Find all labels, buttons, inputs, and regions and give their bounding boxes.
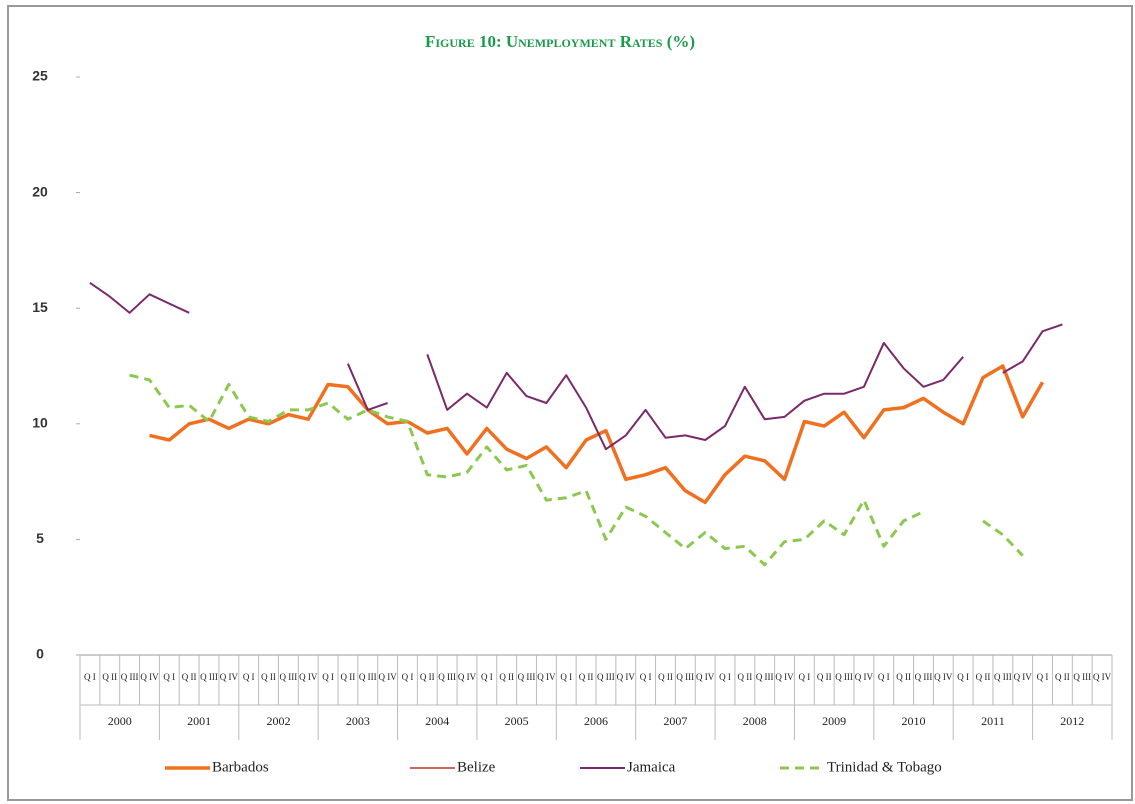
y-tick-label: 15: [32, 299, 48, 315]
x-tick-label: Q II: [182, 672, 197, 682]
x-tick-label: Q IV: [696, 672, 715, 682]
x-tick-label: Q I: [84, 672, 96, 682]
x-tick-label: Q IV: [934, 672, 953, 682]
year-label: 2012: [1060, 714, 1084, 728]
year-label: 2006: [584, 714, 608, 728]
x-tick-label: Q III: [1073, 672, 1091, 682]
x-tick-label: Q I: [560, 672, 572, 682]
x-tick-label: Q II: [102, 672, 117, 682]
y-tick-label: 10: [32, 415, 48, 431]
frame: [7, 5, 1133, 801]
x-tick-label: Q IV: [775, 672, 794, 682]
x-tick-label: Q IV: [1014, 672, 1033, 682]
y-tick-label: 25: [32, 68, 48, 84]
x-tick-label: Q IV: [1093, 672, 1112, 682]
year-label: 2011: [981, 714, 1005, 728]
year-label: 2003: [346, 714, 370, 728]
year-label: 2008: [743, 714, 767, 728]
legend-label: Trinidad & Tobago: [827, 759, 942, 775]
year-label: 2000: [108, 714, 132, 728]
series-line: [129, 373, 1024, 567]
series-line: [89, 281, 1063, 451]
year-label: 2010: [902, 714, 926, 728]
x-tick-label: Q IV: [220, 672, 239, 682]
x-tick-label: Q IV: [617, 672, 636, 682]
x-tick-label: Q II: [896, 672, 911, 682]
x-tick-label: Q III: [438, 672, 456, 682]
chart-title: Figure 10: Unemployment Rates (%): [425, 32, 695, 51]
x-tick-label: Q IV: [299, 672, 318, 682]
x-tick-label: Q I: [163, 672, 175, 682]
x-tick-label: Q I: [957, 672, 969, 682]
x-tick-label: Q III: [200, 672, 218, 682]
x-tick-label: Q I: [640, 672, 652, 682]
x-tick-label: Q I: [799, 672, 811, 682]
x-tick-label: Q IV: [378, 672, 397, 682]
year-label: 2002: [266, 714, 290, 728]
x-tick-label: Q II: [737, 672, 752, 682]
x-tick-label: Q III: [756, 672, 774, 682]
x-tick-label: Q I: [243, 672, 255, 682]
x-tick-label: Q III: [359, 672, 377, 682]
x-tick-label: Q II: [658, 672, 673, 682]
series-line: [149, 364, 1045, 505]
year-label: 2005: [505, 714, 529, 728]
y-tick-label: 5: [36, 530, 44, 546]
y-tick-label: 0: [36, 646, 44, 662]
x-tick-label: Q IV: [855, 672, 874, 682]
x-tick-label: Q I: [719, 672, 731, 682]
legend-label: Belize: [457, 759, 496, 775]
x-tick-label: Q III: [597, 672, 615, 682]
x-tick-label: Q III: [915, 672, 933, 682]
year-label: 2004: [425, 714, 449, 728]
legend-label: Jamaica: [627, 759, 676, 775]
x-tick-label: Q III: [280, 672, 298, 682]
x-tick-label: Q I: [1037, 672, 1049, 682]
x-tick-label: Q I: [322, 672, 334, 682]
x-tick-label: Q IV: [140, 672, 159, 682]
x-tick-label: Q I: [878, 672, 890, 682]
legend-label: Barbados: [212, 759, 269, 775]
x-tick-label: Q II: [261, 672, 276, 682]
x-tick-label: Q II: [817, 672, 832, 682]
x-tick-label: Q III: [994, 672, 1012, 682]
x-tick-label: Q II: [499, 672, 514, 682]
x-tick-label: Q I: [481, 672, 493, 682]
x-tick-label: Q III: [121, 672, 139, 682]
year-label: 2007: [663, 714, 687, 728]
y-tick-label: 20: [32, 183, 48, 199]
x-tick-label: Q II: [1055, 672, 1070, 682]
year-label: 2001: [187, 714, 211, 728]
x-tick-label: Q I: [402, 672, 414, 682]
x-tick-label: Q II: [976, 672, 991, 682]
year-label: 2009: [822, 714, 846, 728]
x-tick-label: Q II: [420, 672, 435, 682]
x-tick-label: Q III: [835, 672, 853, 682]
x-tick-label: Q III: [676, 672, 694, 682]
x-tick-label: Q IV: [537, 672, 556, 682]
x-tick-label: Q III: [518, 672, 536, 682]
x-tick-label: Q II: [579, 672, 594, 682]
x-tick-label: Q II: [341, 672, 356, 682]
x-tick-label: Q IV: [458, 672, 477, 682]
